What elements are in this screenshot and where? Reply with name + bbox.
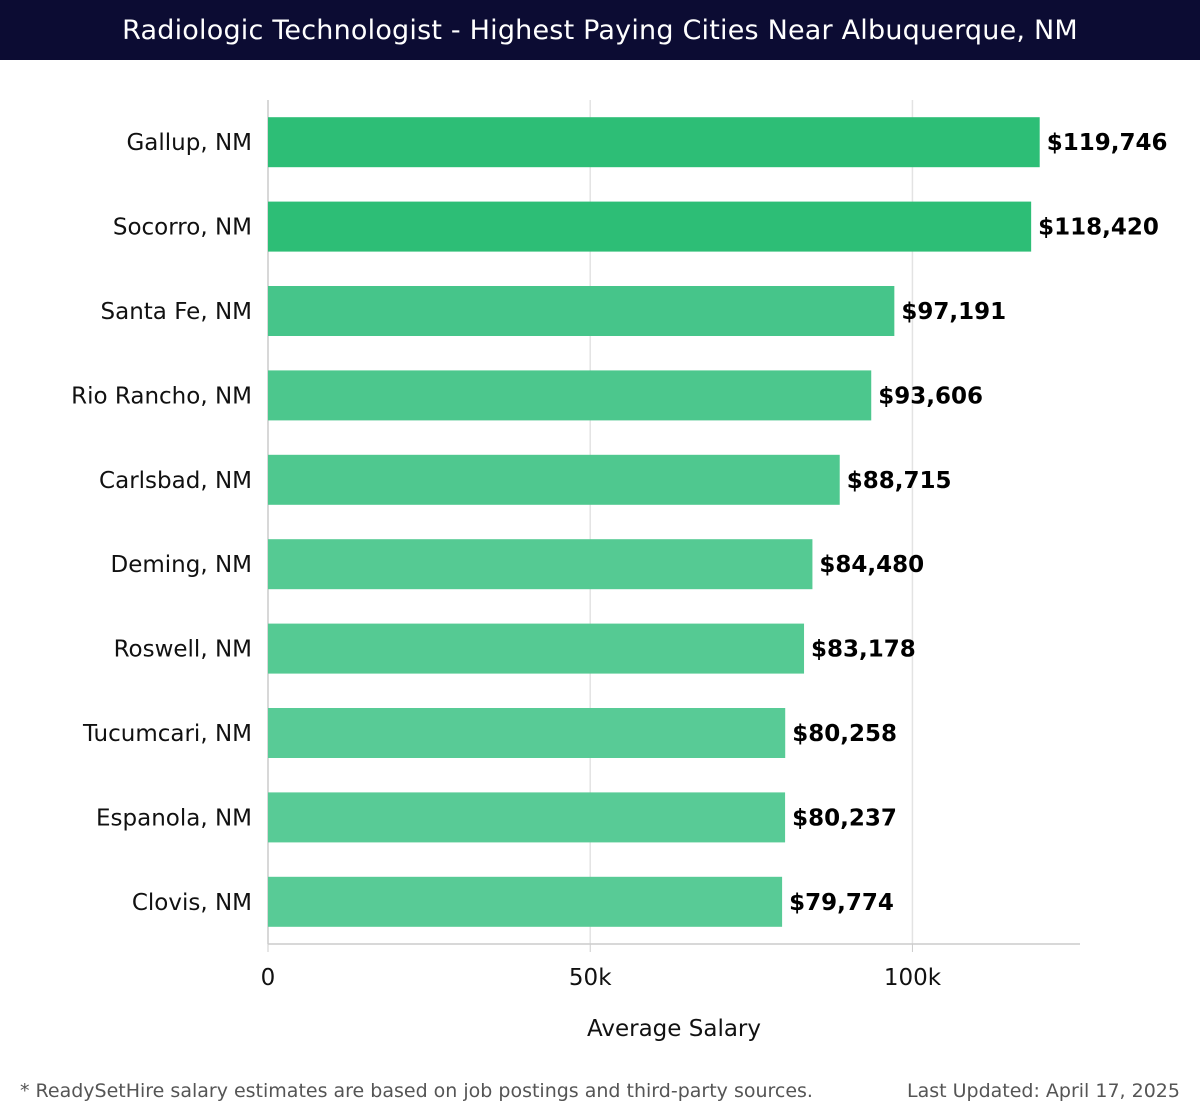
category-label: Roswell, NM: [114, 637, 252, 663]
title-bar: Radiologic Technologist - Highest Paying…: [0, 0, 1200, 60]
bar: [268, 792, 786, 843]
category-label: Espanola, NM: [96, 805, 252, 831]
bar: [268, 876, 783, 927]
x-tick-label: 50k: [569, 965, 612, 991]
x-tick-label: 0: [261, 965, 276, 991]
value-label: $84,480: [819, 552, 924, 578]
value-label: $88,715: [847, 468, 952, 494]
value-label: $119,746: [1047, 130, 1168, 156]
footnote: * ReadySetHire salary estimates are base…: [20, 1080, 813, 1102]
category-label: Tucumcari, NM: [82, 721, 252, 747]
last-updated: Last Updated: April 17, 2025: [906, 1080, 1180, 1102]
chart-title: Radiologic Technologist - Highest Paying…: [122, 14, 1078, 46]
bar: [268, 454, 840, 505]
bar: [268, 539, 813, 590]
x-axis-title: Average Salary: [587, 1016, 761, 1042]
bar-chart: 0 50k 100k Gallup, NM $119,746 Socorro, NM $11…: [71, 100, 1168, 1042]
bar: [268, 623, 805, 674]
x-tick-label: 100k: [884, 965, 942, 991]
value-label: $93,606: [878, 383, 983, 409]
bar: [268, 708, 786, 758]
value-label: $118,420: [1038, 215, 1159, 241]
bar: [268, 370, 872, 421]
value-label: $80,258: [792, 721, 897, 747]
category-label: Gallup, NM: [126, 130, 252, 156]
value-label: $80,237: [792, 805, 897, 831]
value-label: $83,178: [811, 637, 916, 663]
category-label: Deming, NM: [110, 552, 252, 578]
category-label: Socorro, NM: [113, 215, 252, 241]
bar: [268, 201, 1032, 252]
bar: [268, 286, 895, 336]
value-label: $97,191: [901, 299, 1006, 325]
category-label: Carlsbad, NM: [99, 468, 252, 494]
category-label: Clovis, NM: [132, 890, 252, 916]
category-label: Rio Rancho, NM: [71, 383, 252, 409]
bar: [268, 117, 1040, 168]
category-label: Santa Fe, NM: [101, 299, 253, 325]
value-label: $79,774: [789, 890, 894, 916]
